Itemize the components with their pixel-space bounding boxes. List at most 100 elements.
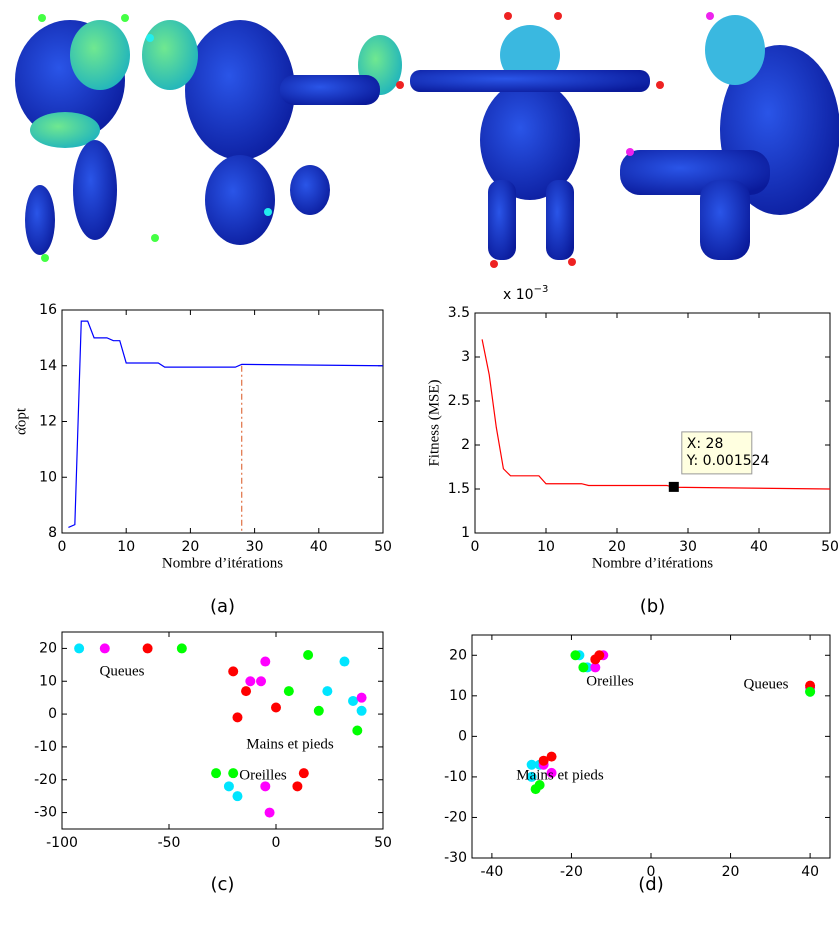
x-tick-label: 50: [374, 835, 392, 851]
caption: (b): [640, 596, 665, 617]
point: [352, 725, 363, 736]
y-tick-label: 14: [39, 358, 57, 374]
line-series: [481, 339, 831, 490]
point: [74, 643, 85, 654]
annotation: Queues: [100, 663, 145, 679]
y-tick-label: 8: [48, 525, 57, 541]
x-axis-label: Nombre d’itérations: [592, 555, 713, 571]
y-axis-label: Fitness (MSE): [426, 379, 442, 466]
point: [264, 807, 275, 818]
x-tick-label: 50: [374, 539, 392, 555]
point: [256, 676, 267, 687]
x-tick-label: 40: [750, 539, 768, 555]
y-tick-label: -30: [34, 805, 57, 821]
annotation: Mains et pieds: [246, 736, 334, 752]
point: [232, 712, 243, 723]
annotation: Queues: [744, 676, 789, 692]
y-tick-label: -20: [444, 809, 467, 825]
point: [303, 649, 314, 660]
point: [546, 767, 557, 778]
multiplier-exponent: −3: [534, 284, 549, 295]
y-tick-label: 10: [39, 673, 57, 689]
y-tick-label: -20: [34, 772, 57, 788]
point: [339, 656, 350, 667]
y-tick-label: 10: [39, 469, 57, 485]
point: [142, 643, 153, 654]
y-tick-label: 10: [449, 688, 467, 704]
y-tick-label: 16: [39, 302, 57, 318]
x-tick-label: 0: [647, 864, 656, 880]
chart: -40 -20 0 20 40 -30 -20 -10 0 10 20 (d) Oreilles Queu…: [444, 634, 831, 895]
datatip-box: [681, 431, 753, 475]
point: [546, 751, 557, 762]
point: [228, 666, 239, 677]
point: [211, 768, 222, 779]
multiplier-base: x 10: [503, 287, 534, 303]
point: [356, 705, 367, 716]
x-tick-label: 40: [310, 539, 328, 555]
x-tick-label: -100: [46, 835, 78, 851]
x-tick-label: 0: [58, 539, 67, 555]
caption: (a): [210, 596, 235, 617]
x-tick-label: -50: [158, 835, 181, 851]
point: [271, 702, 281, 713]
y-tick-label: 3.5: [448, 305, 470, 321]
x-tick-label: 0: [471, 539, 480, 555]
chart: 0 10 20 30 40 50 8 10 12 14 16 Nombre d’itérations α…: [13, 302, 391, 617]
line-series: [68, 320, 384, 528]
x-tick-label: -40: [480, 864, 503, 880]
x-tick-label: -20: [560, 864, 583, 880]
chart: 0 10 20 30 40 50 1 1.5 2 2.5 3 3.5 Nombre d’itératio…: [426, 284, 838, 617]
point: [283, 686, 294, 697]
model-4: [620, 12, 839, 260]
y-tick-label: 1.5: [448, 481, 470, 497]
x-tick-label: 10: [537, 539, 555, 555]
point: [805, 686, 816, 697]
y-tick-label: -10: [444, 769, 467, 785]
point: [292, 781, 303, 792]
y-tick-label: 20: [39, 640, 57, 656]
point: [578, 662, 589, 673]
annotation: Oreilles: [239, 767, 287, 783]
plot-frame: [474, 312, 831, 534]
x-tick-label: 20: [608, 539, 626, 555]
caption: (c): [211, 874, 235, 895]
plot-frame: [61, 309, 384, 534]
point: [538, 755, 549, 766]
model-1: [15, 14, 159, 262]
y-tick-label: -10: [34, 739, 57, 755]
y-tick-label: 2: [461, 437, 470, 453]
x-axis-label: Nombre d’itérations: [162, 555, 283, 571]
point: [534, 780, 545, 791]
y-tick-label: 0: [458, 728, 467, 744]
plot-frame: [471, 634, 831, 859]
y-tick-label: 20: [449, 647, 467, 663]
point: [526, 771, 537, 782]
x-tick-label: 50: [821, 539, 839, 555]
point: [348, 695, 359, 706]
x-tick-label: 40: [801, 864, 819, 880]
point: [176, 643, 187, 654]
point: [298, 768, 309, 779]
point: [232, 791, 243, 802]
point: [590, 662, 601, 673]
x-tick-label: 10: [117, 539, 135, 555]
point: [356, 692, 367, 703]
x-tick-label: 0: [272, 835, 281, 851]
y-multiplier: x 10−3: [503, 284, 548, 303]
point: [322, 686, 333, 697]
annotation: Oreilles: [586, 673, 634, 689]
datatip-label: Y: 0.001524: [686, 453, 770, 469]
datatip-marker: [668, 481, 679, 492]
caption: (d): [638, 874, 663, 895]
point: [526, 759, 537, 770]
y-tick-label: -30: [444, 850, 467, 866]
plot-frame: [61, 631, 384, 830]
model-2: [142, 20, 402, 245]
annotation: Mains et pieds: [516, 767, 604, 783]
point: [594, 650, 605, 661]
y-tick-label: 3: [461, 349, 470, 365]
renderings: [15, 12, 839, 268]
